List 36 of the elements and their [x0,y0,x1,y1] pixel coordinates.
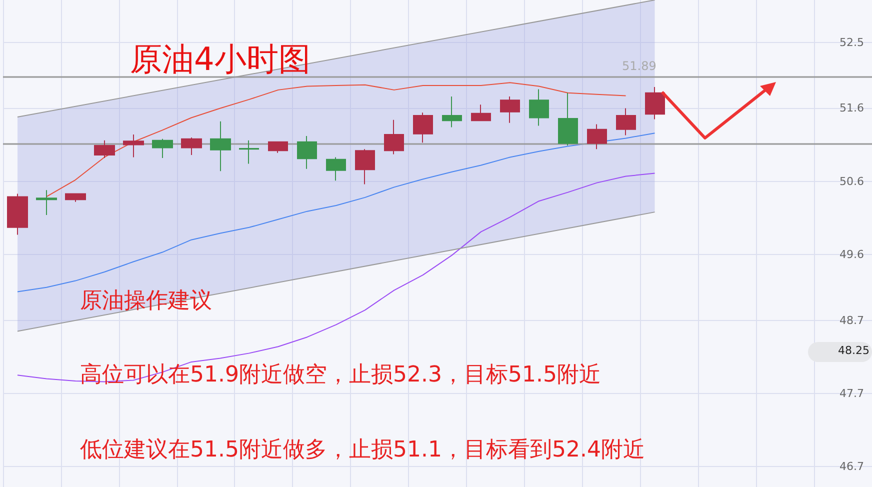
candlestick [210,120,231,172]
candlestick [239,140,259,164]
candlestick [297,136,317,170]
y-tick-label: 51.6 [840,102,864,115]
candlestick [529,88,549,126]
candlestick [65,193,86,202]
candlestick [645,86,665,120]
candlestick [442,96,462,128]
candlestick [587,124,607,150]
y-tick-label: 48.7 [840,314,864,327]
y-tick-label: 49.6 [840,248,864,261]
candlestick [181,136,202,156]
candlestick [36,190,57,216]
annotation: 原油操作建议 [80,288,212,314]
candlestick [471,104,491,122]
candlestick [413,112,433,144]
candlestick [7,193,28,236]
candlestick [558,92,578,146]
annotation: 51.89 [622,59,656,73]
candlestick [384,119,404,155]
y-tick-label: 52.5 [840,36,864,49]
line-series [46,82,626,198]
candlestick [268,141,288,154]
y-tick-label: 50.6 [840,174,864,188]
candlestick [326,156,346,182]
y-tick-label: 46.7 [840,460,864,474]
candlestick [152,138,173,158]
candlestick [123,134,144,158]
candlestick [616,108,636,136]
candlestick [355,148,375,185]
annotation: 低位建议在51.5附近做多，止损51.1，目标看到52.4附近 [80,438,645,462]
annotation: 48.25 [838,344,870,357]
text: 原油4小时图 [130,40,310,78]
y-tick-label: 47.7 [840,386,864,400]
candlestick [500,96,520,124]
candlestick [94,140,115,158]
